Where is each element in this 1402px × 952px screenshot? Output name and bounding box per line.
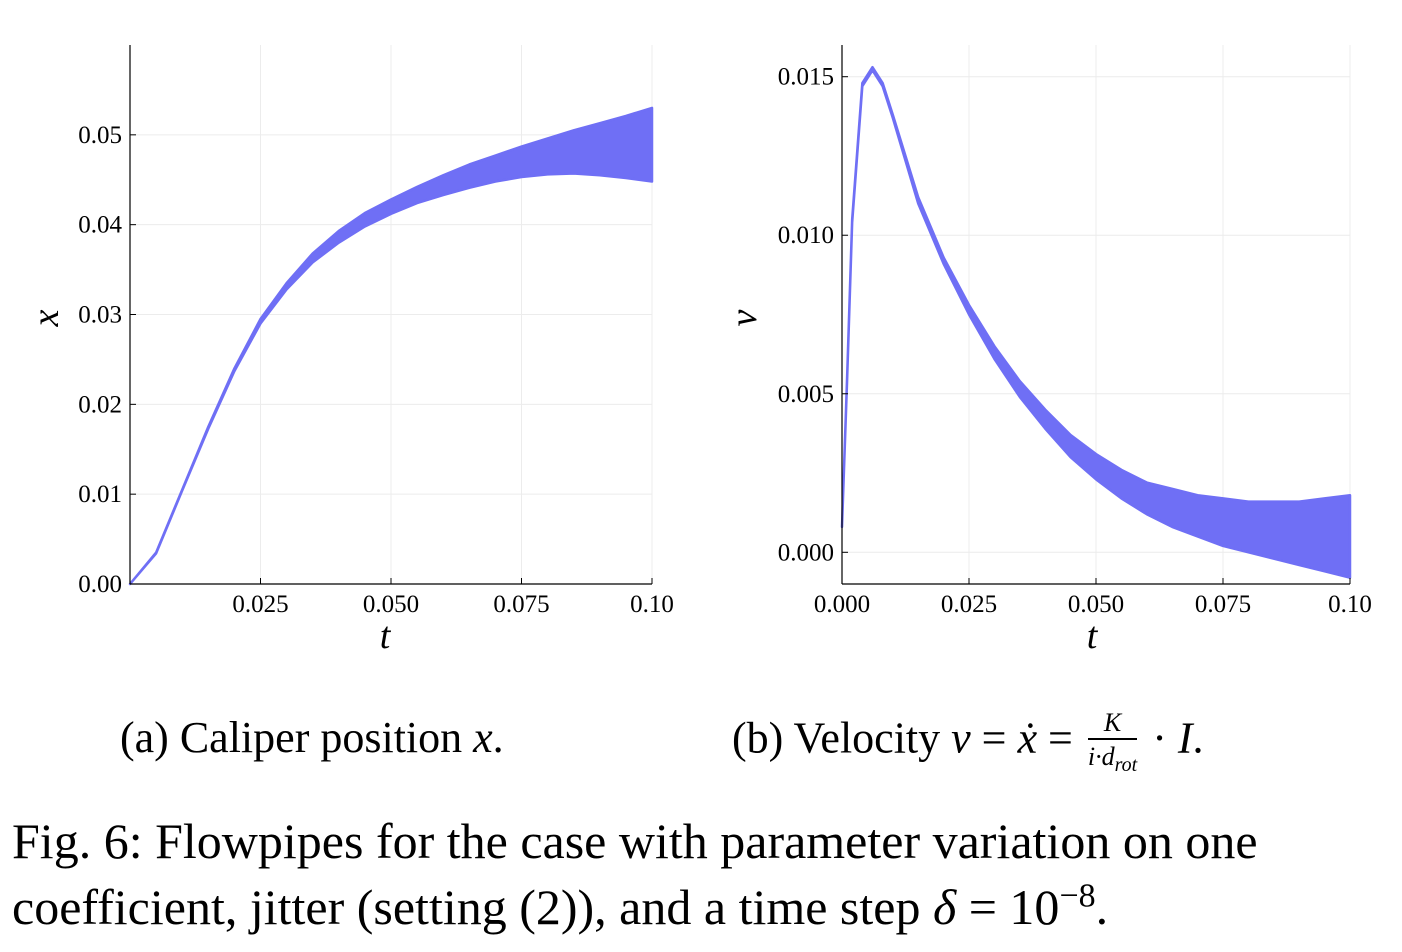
y-axis-label: x — [25, 309, 67, 327]
x-axis-label: t — [380, 615, 392, 657]
grid — [130, 45, 653, 585]
x-tick-label-3: 0.10 — [630, 591, 674, 618]
x-tick-label-4: 0.10 — [1328, 591, 1372, 618]
caption-exponent: −8 — [1059, 877, 1096, 915]
x-tick-label-1: 0.050 — [363, 591, 419, 618]
x-tick-label-3: 0.075 — [1195, 591, 1251, 618]
subcaption-b-tail: · — [1141, 713, 1178, 763]
fraction-denominator: i·drot — [1087, 742, 1138, 777]
y-tick-label-1: 0.005 — [778, 381, 834, 408]
fraction-numerator: K — [1087, 710, 1138, 740]
x-tick-label-2: 0.050 — [1068, 591, 1124, 618]
chart-velocity: 0.000 0.025 0.050 0.075 0.10 0.000 0.005 0.010 0… — [723, 45, 1372, 657]
y-tick-label-3: 0.03 — [78, 302, 122, 329]
band — [840, 65, 1352, 579]
caption-equals: = 10 — [956, 879, 1060, 935]
ticks: 0.025 0.050 0.075 0.10 0.00 0.01 0.02 0.03 0.04 0… — [78, 122, 674, 618]
caption-prefix: Fig. 6: Flowpipes for the case with para… — [12, 813, 1258, 935]
flowpipe-band — [840, 65, 1352, 579]
ticks: 0.000 0.025 0.050 0.075 0.10 0.000 0.005 0.010 0… — [778, 64, 1372, 618]
subcaption-b-suffix: . — [1192, 713, 1204, 763]
y-tick-label-2: 0.02 — [78, 391, 122, 418]
subcaption-b-eq2: = — [1037, 713, 1084, 763]
x-axis-label: t — [1087, 615, 1099, 657]
y-tick-label-0: 0.00 — [78, 571, 122, 598]
subcaption-b-eq1: = — [970, 713, 1018, 763]
subcaption-b-xdot: ẋ — [1017, 713, 1038, 763]
y-tick-label-3: 0.015 — [778, 64, 834, 91]
figure-caption: Fig. 6: Flowpipes for the case with para… — [12, 808, 1397, 940]
y-axis-label: v — [723, 309, 765, 326]
band — [128, 106, 654, 586]
y-tick-label-4: 0.04 — [78, 212, 122, 239]
x-tick-label-1: 0.025 — [941, 591, 997, 618]
y-tick-label-1: 0.01 — [78, 481, 122, 508]
subcaption-a-prefix: (a) Caliper position — [120, 713, 474, 762]
y-tick-label-5: 0.05 — [78, 122, 122, 149]
x-tick-label-2: 0.075 — [493, 591, 549, 618]
subcaption-b-current: I — [1177, 713, 1193, 763]
flowpipe-band — [128, 106, 654, 586]
caption-delta: δ — [932, 879, 957, 935]
subcaption-a: (a) Caliper position x. — [120, 712, 504, 763]
subcaption-a-var: x — [473, 713, 493, 762]
y-tick-label-2: 0.010 — [778, 222, 834, 249]
caption-suffix: . — [1095, 879, 1109, 935]
x-tick-label-0: 0.025 — [232, 591, 288, 618]
y-tick-label-0: 0.000 — [778, 539, 834, 566]
subcaption-b-v: v — [951, 713, 971, 763]
chart-caliper-position: 0.025 0.050 0.075 0.10 0.00 0.01 0.02 0.03 0.04 0… — [25, 45, 674, 657]
subcaption-b-prefix: (b) Velocity — [732, 713, 952, 763]
subcaption-a-suffix: . — [492, 713, 504, 762]
x-tick-label-0: 0.000 — [814, 591, 870, 618]
